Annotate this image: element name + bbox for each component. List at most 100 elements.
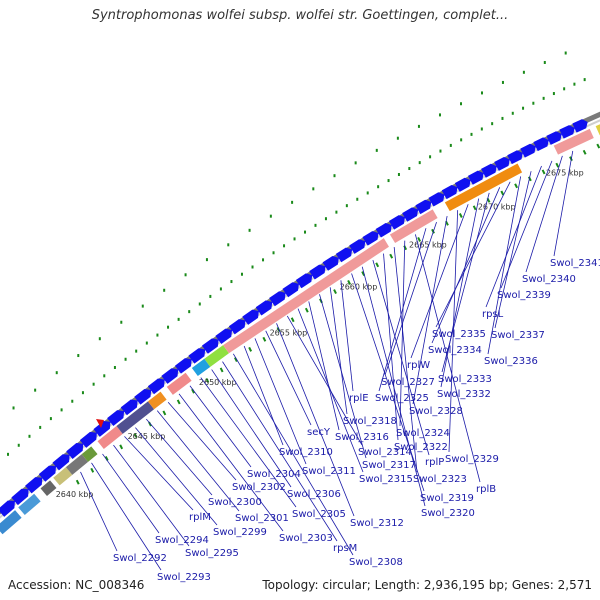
gene-label[interactable]: Swol_2320 <box>421 508 475 519</box>
gene-block[interactable] <box>595 120 600 136</box>
gene-arrow[interactable] <box>572 119 588 133</box>
gene-label[interactable]: Swol_2329 <box>445 454 499 465</box>
gene-label[interactable]: Swol_2325 <box>375 393 429 404</box>
gene-block[interactable] <box>147 391 167 410</box>
reverse-strand-genes[interactable] <box>0 120 600 535</box>
gene-arrow[interactable] <box>520 143 536 158</box>
gene-label[interactable]: Swol_2310 <box>279 447 333 458</box>
gene-arrow[interactable] <box>79 431 97 448</box>
gene-label[interactable]: Swol_2311 <box>302 466 356 477</box>
gene-arrow[interactable] <box>201 338 219 354</box>
gene-label[interactable]: rpsM <box>333 543 357 554</box>
gene-label[interactable]: secY <box>307 427 331 438</box>
gene-block[interactable] <box>81 446 98 462</box>
gene-label[interactable]: Swol_2303 <box>279 533 333 544</box>
gene-arrow[interactable] <box>467 170 484 185</box>
gene-arrow[interactable] <box>441 184 458 200</box>
gene-label[interactable]: rplE <box>349 393 369 404</box>
gene-arrow[interactable] <box>0 500 15 517</box>
gene-arrow[interactable] <box>228 319 246 335</box>
gene-arrow[interactable] <box>242 309 259 325</box>
gene-block[interactable] <box>223 238 389 354</box>
gene-label[interactable]: rplM <box>189 512 211 523</box>
gene-label[interactable]: Swol_2340 <box>522 274 576 285</box>
gene-block[interactable] <box>553 128 594 155</box>
gene-arrow[interactable] <box>255 300 273 316</box>
gene-label[interactable]: Swol_2324 <box>396 428 450 439</box>
gene-block[interactable] <box>444 163 523 212</box>
gene-label[interactable]: Swol_2341 <box>550 258 600 269</box>
gene-block[interactable] <box>204 345 229 367</box>
gene-arrow[interactable] <box>174 358 192 374</box>
gene-arrow[interactable] <box>147 378 165 395</box>
gene-arrow[interactable] <box>481 163 497 178</box>
gene-block[interactable] <box>389 209 438 244</box>
gene-block[interactable] <box>116 401 155 434</box>
gene-label[interactable]: Swol_2300 <box>208 497 262 508</box>
gene-arrow[interactable] <box>454 177 471 192</box>
gene-arrow[interactable] <box>161 368 179 384</box>
gene-arrow[interactable] <box>52 454 70 471</box>
gene-arrow[interactable] <box>349 239 366 254</box>
gene-label[interactable]: Swol_2323 <box>413 474 467 485</box>
gene-label[interactable]: Swol_2295 <box>185 548 239 559</box>
forward-strand-genes[interactable] <box>0 119 588 517</box>
gene-arrow[interactable] <box>188 348 206 364</box>
gene-label[interactable]: Swol_2293 <box>157 572 211 583</box>
gene-label[interactable]: Swol_2301 <box>235 513 289 524</box>
gene-arrow[interactable] <box>322 256 339 271</box>
gene-arrow[interactable] <box>362 231 379 246</box>
gene-arrow[interactable] <box>282 282 299 298</box>
gene-arrow[interactable] <box>402 207 419 222</box>
gene-label[interactable]: Swol_2315 <box>359 474 413 485</box>
gene-label[interactable]: Swol_2302 <box>232 482 286 493</box>
gene-arrow[interactable] <box>25 477 43 494</box>
gene-arrow[interactable] <box>38 465 57 482</box>
gene-label[interactable]: rplB <box>476 484 496 495</box>
gene-arrow[interactable] <box>559 125 575 139</box>
gene-label[interactable]: Swol_2312 <box>350 518 404 529</box>
gene-label[interactable]: rpsL <box>482 309 504 320</box>
gene-label[interactable]: Swol_2292 <box>113 553 167 564</box>
gene-block[interactable] <box>97 426 123 450</box>
gene-block[interactable] <box>0 510 22 535</box>
gene-label[interactable]: Swol_2314 <box>358 447 412 458</box>
gene-label[interactable]: Swol_2334 <box>428 345 482 356</box>
gene-label[interactable]: Swol_2339 <box>497 290 551 301</box>
gene-block[interactable] <box>65 454 89 475</box>
gene-label[interactable]: Swol_2304 <box>247 469 301 480</box>
gene-arrow[interactable] <box>120 399 138 416</box>
gene-arrow[interactable] <box>11 488 29 506</box>
gene-arrow[interactable] <box>335 247 353 263</box>
gene-arrow[interactable] <box>93 420 111 437</box>
gene-label[interactable]: Swol_2332 <box>437 389 491 400</box>
gene-arrow[interactable] <box>494 156 510 171</box>
gene-arrow[interactable] <box>546 131 562 145</box>
gene-label[interactable]: rplP <box>425 457 444 468</box>
gene-label[interactable]: Swol_2317 <box>362 460 416 471</box>
gene-label[interactable]: Swol_2306 <box>287 489 341 500</box>
gene-block[interactable] <box>191 358 211 377</box>
gene-block[interactable] <box>18 493 41 515</box>
gene-label[interactable]: Swol_2308 <box>349 557 403 568</box>
gene-label[interactable]: Swol_2318 <box>343 416 397 427</box>
gene-label[interactable]: rplW <box>407 360 430 371</box>
gene-label[interactable]: Swol_2299 <box>213 527 267 538</box>
gene-arrow[interactable] <box>388 215 406 230</box>
gene-arrow[interactable] <box>295 273 313 289</box>
gene-label[interactable]: Swol_2305 <box>292 509 346 520</box>
gene-arrow[interactable] <box>134 388 152 405</box>
gene-arrow[interactable] <box>309 264 326 280</box>
gene-arrow[interactable] <box>533 137 549 152</box>
gene-label[interactable]: Swol_2333 <box>438 374 492 385</box>
gene-block[interactable] <box>166 372 192 395</box>
gene-label[interactable]: Swol_2336 <box>484 356 538 367</box>
gene-arrow[interactable] <box>66 442 84 460</box>
gene-label[interactable]: Swol_2316 <box>335 432 389 443</box>
gene-block[interactable] <box>53 467 73 486</box>
gene-arrow[interactable] <box>428 192 445 207</box>
gene-label[interactable]: Swol_2294 <box>155 535 209 546</box>
gene-arrow[interactable] <box>375 223 392 238</box>
gene-label[interactable]: Swol_2327 <box>381 377 435 388</box>
